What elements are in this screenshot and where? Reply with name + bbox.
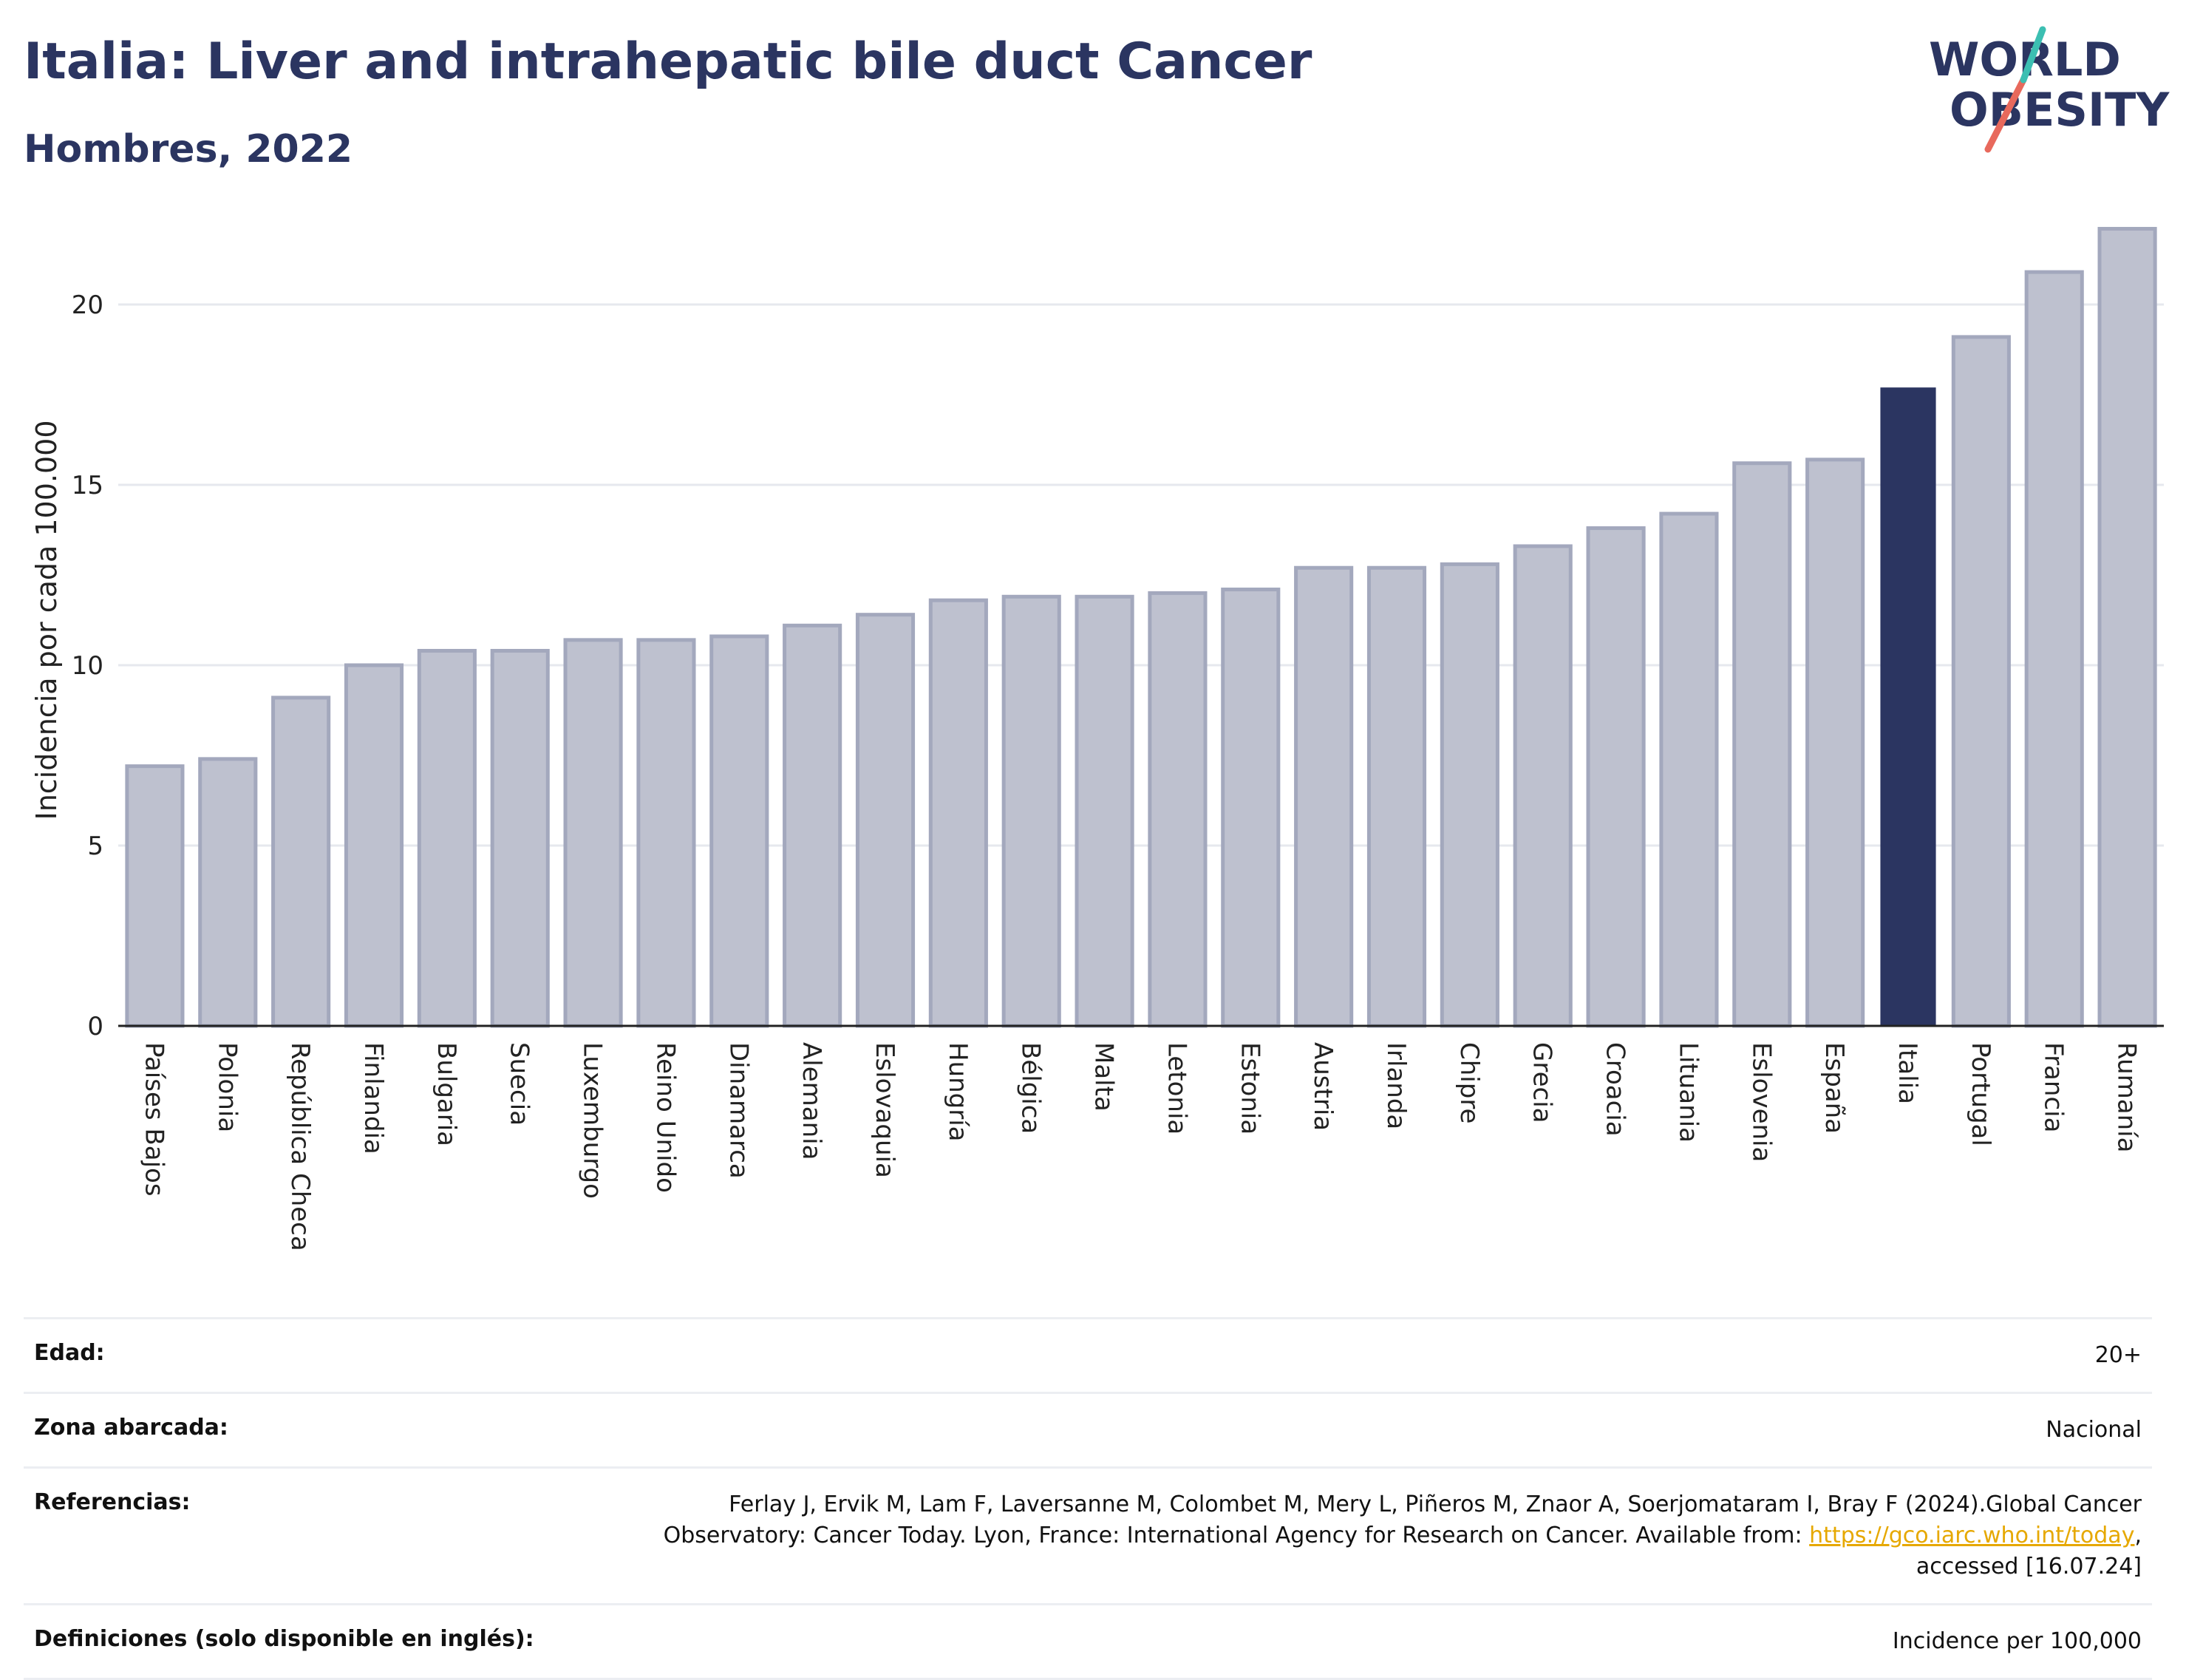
definitions-value: Incidence per 100,000	[1892, 1628, 2142, 1654]
bar-grecia[interactable]	[1513, 544, 1573, 1028]
bar-reino-unido[interactable]	[636, 638, 696, 1028]
x-tick-label: Grecia	[1528, 1042, 1557, 1123]
bar-rumanía[interactable]	[2097, 227, 2157, 1028]
x-tick-label: Croacia	[1601, 1042, 1630, 1137]
references-text-1: Ferlay J, Ervik M, Lam F, Laversanne M, …	[729, 1492, 2142, 1517]
bar-francia[interactable]	[2024, 270, 2084, 1028]
bar-italia[interactable]	[1880, 387, 1936, 1026]
x-tick-label: Luxemburgo	[578, 1042, 607, 1199]
y-tick-label: 5	[87, 832, 103, 861]
x-tick-label: Bulgaria	[432, 1042, 461, 1146]
chart-title: Italia: Liver and intrahepatic bile duct…	[24, 33, 1312, 91]
area-label: Zona abarcada:	[34, 1415, 228, 1441]
references-value: Ferlay J, Ervik M, Lam F, Laversanne M, …	[664, 1489, 2142, 1582]
references-link[interactable]: https://gco.iarc.who.int/today	[1809, 1523, 2135, 1548]
logo-slash-teal	[2020, 26, 2046, 84]
x-tick-label: Portugal	[1966, 1042, 1995, 1146]
y-axis-label: Incidencia por cada 100.000	[30, 420, 63, 820]
age-value: 20+	[2094, 1342, 2142, 1368]
references-text-2: Observatory: Cancer Today. Lyon, France:…	[663, 1523, 1810, 1548]
x-tick-label: España	[1819, 1042, 1849, 1134]
bar-polonia[interactable]	[198, 757, 258, 1028]
x-tick-label: Letonia	[1162, 1042, 1191, 1135]
x-tick-label: Chipre	[1454, 1042, 1484, 1123]
bar-suecia[interactable]	[490, 648, 550, 1028]
x-tick-label: Reino Unido	[650, 1042, 680, 1193]
bar-letonia[interactable]	[1148, 591, 1208, 1028]
x-tick-label: Alemania	[797, 1042, 826, 1160]
x-tick-label: Países Bajos	[139, 1042, 168, 1197]
x-tick-label: República Checa	[285, 1042, 315, 1251]
bar-irlanda[interactable]	[1366, 565, 1427, 1028]
y-tick-label: 0	[87, 1012, 103, 1041]
info-row-area: Zona abarcada: Nacional	[24, 1392, 2152, 1466]
chart-subtitle: Hombres, 2022	[24, 127, 353, 171]
x-tick-label: Dinamarca	[723, 1042, 753, 1179]
references-text-4: accessed [16.07.24]	[1916, 1554, 2142, 1579]
x-tick-label: Finlandia	[358, 1042, 388, 1154]
x-tick-label: Polonia	[212, 1042, 242, 1132]
x-tick-label: Italia	[1893, 1042, 1922, 1104]
bar-eslovaquia[interactable]	[855, 613, 916, 1028]
x-tick-label: Bélgica	[1016, 1042, 1046, 1134]
x-tick-label: Estonia	[1235, 1042, 1264, 1135]
bar-portugal[interactable]	[1951, 335, 2011, 1028]
info-table: Edad: 20+ Zona abarcada: Nacional Refere…	[24, 1317, 2152, 1680]
x-tick-label: Irlanda	[1381, 1042, 1411, 1129]
logo-slash-coral	[1984, 76, 2027, 153]
world-obesity-logo: WORLD OBESITY	[1929, 26, 2170, 153]
bar-luxemburgo[interactable]	[563, 638, 623, 1028]
x-tick-label: Suecia	[505, 1042, 534, 1126]
bar-austria[interactable]	[1294, 565, 1354, 1028]
bar-bulgaria[interactable]	[417, 648, 477, 1028]
x-tick-label: Eslovaquia	[870, 1042, 899, 1178]
bar-dinamarca[interactable]	[709, 634, 769, 1028]
definitions-label: Definiciones (solo disponible en inglés)…	[34, 1626, 534, 1652]
age-label: Edad:	[34, 1340, 105, 1366]
info-row-definitions: Definiciones (solo disponible en inglés)…	[24, 1603, 2152, 1680]
y-tick-label: 20	[72, 290, 103, 320]
bar-finlandia[interactable]	[344, 663, 404, 1028]
x-tick-label: Hungría	[943, 1042, 973, 1142]
bar-países-bajos[interactable]	[125, 764, 185, 1028]
bar-estonia[interactable]	[1221, 588, 1281, 1028]
bar-alemania[interactable]	[783, 623, 842, 1028]
info-row-references: Referencias: Ferlay J, Ervik M, Lam F, L…	[24, 1466, 2152, 1603]
info-row-age: Edad: 20+	[24, 1317, 2152, 1392]
x-tick-label: Francia	[2039, 1042, 2068, 1132]
bar-eslovenia[interactable]	[1732, 461, 1792, 1028]
logo-line-2: OBESITY	[1950, 83, 2170, 137]
bar-hungría[interactable]	[928, 598, 988, 1028]
bar-chart: 0 5 10 15 20 Países Bajos Polonia República Che…	[30, 227, 2164, 1251]
bar-españa[interactable]	[1805, 458, 1865, 1028]
x-tick-label: Malta	[1089, 1042, 1119, 1112]
bar-bélgica[interactable]	[1001, 594, 1061, 1028]
x-tick-label: Austria	[1308, 1042, 1338, 1131]
y-tick-label: 10	[72, 651, 103, 681]
x-tick-label: Rumanía	[2112, 1042, 2142, 1152]
bar-república-checa[interactable]	[271, 696, 331, 1028]
bar-malta[interactable]	[1075, 594, 1134, 1028]
x-tick-label: Lituania	[1673, 1042, 1703, 1143]
area-value: Nacional	[2046, 1417, 2142, 1443]
references-label: Referencias:	[34, 1489, 191, 1515]
x-tick-label: Eslovenia	[1746, 1042, 1776, 1162]
bar-croacia[interactable]	[1586, 526, 1646, 1028]
y-tick-label: 15	[72, 471, 103, 500]
bar-lituania[interactable]	[1659, 511, 1719, 1028]
bar-chipre[interactable]	[1440, 562, 1499, 1028]
references-text-3: ,	[2134, 1523, 2142, 1548]
